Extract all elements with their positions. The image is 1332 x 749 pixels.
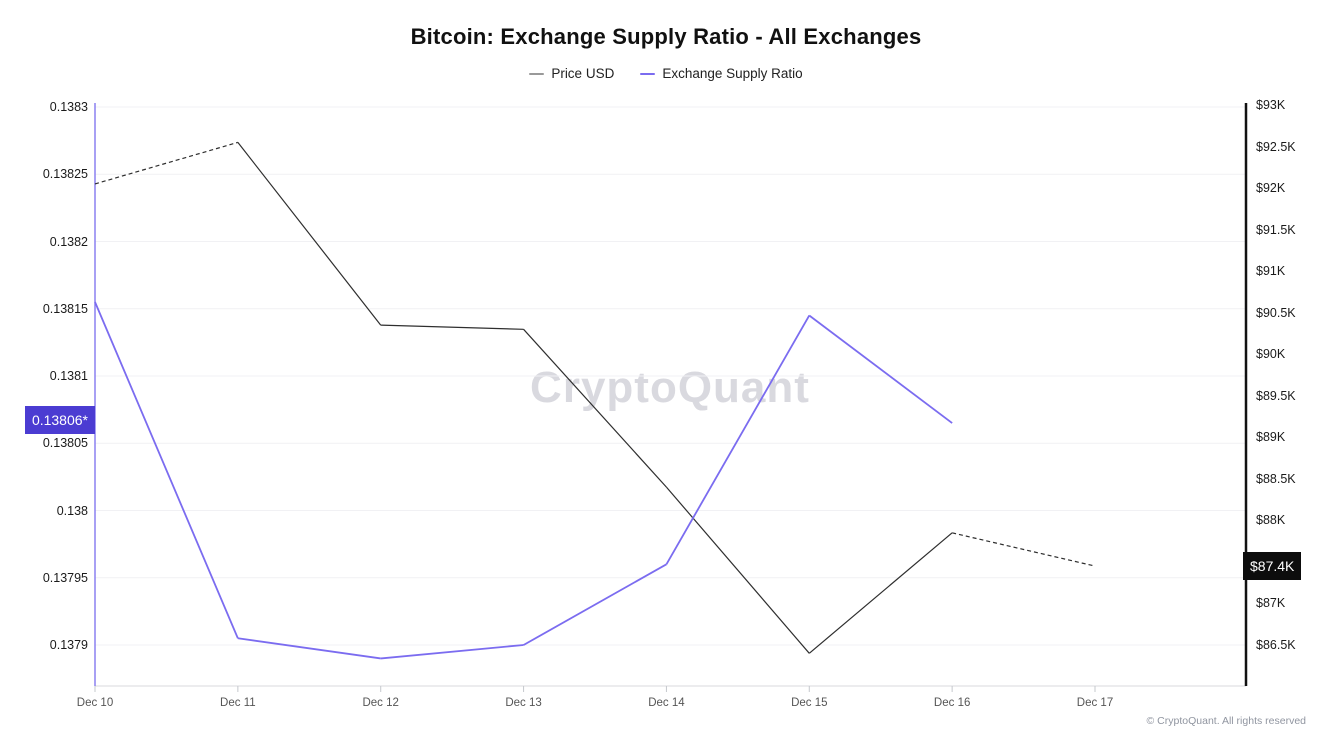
right-axis-tick-label: $87K	[1256, 596, 1286, 611]
left-axis-tick-label: 0.1379	[49, 638, 88, 652]
series-line-exchange-supply-ratio	[94, 301, 239, 639]
left-axis-tick-label: 0.13805	[42, 436, 88, 451]
left-axis-tick-label: 0.1382	[49, 234, 88, 249]
series-line-price-usd	[523, 328, 667, 488]
series-line-price-usd	[665, 486, 810, 654]
series-line-price-usd	[952, 532, 1096, 567]
right-axis-tick-label: $89K	[1256, 430, 1286, 445]
series-line-price-usd	[808, 532, 953, 654]
series-line-price-usd	[380, 324, 524, 330]
price-current-value-badge: $87.4K	[1243, 552, 1302, 581]
right-axis-tick-label: $91K	[1256, 264, 1286, 279]
series-line-exchange-supply-ratio	[237, 637, 381, 660]
series-line-price-usd	[237, 142, 382, 326]
left-axis-tick-label: 0.1383	[49, 100, 88, 114]
series-line-price-usd	[94, 141, 239, 185]
legend-item-exchange-supply-ratio[interactable]: Exchange Supply Ratio	[640, 66, 803, 81]
exchange-supply-ratio-line-swatch-icon	[640, 72, 656, 75]
right-axis-tick-label: $91.5K	[1256, 222, 1296, 237]
x-axis-tick-label: Dec 15	[791, 697, 828, 709]
x-axis-tick-label: Dec 13	[505, 697, 542, 709]
left-axis-tick-label: 0.138	[56, 503, 88, 518]
chart-title: Bitcoin: Exchange Supply Ratio - All Exc…	[410, 24, 922, 49]
left-axis-tick-label: 0.13795	[42, 570, 88, 585]
copyright-text: © CryptoQuant. All rights reserved	[1146, 715, 1306, 727]
series-line-exchange-supply-ratio	[380, 644, 524, 660]
left-axis-tick-label: 0.13815	[42, 301, 88, 316]
x-axis-tick-label: Dec 16	[933, 697, 971, 709]
right-axis-tick-label: $88K	[1256, 513, 1286, 528]
right-axis-tick-label: $90K	[1256, 347, 1286, 362]
x-axis-tick-label: Dec 14	[648, 697, 685, 709]
x-axis-tick-label: Dec 17	[1076, 697, 1114, 709]
x-axis-tick-label: Dec 11	[220, 697, 256, 709]
right-axis-tick-label: $93K	[1256, 98, 1286, 112]
right-axis-tick-label: $92.5K	[1256, 139, 1296, 154]
right-axis-tick-label: $89.5K	[1256, 388, 1296, 403]
left-axis-tick-label: 0.1381	[49, 369, 88, 383]
right-axis-tick-label: $88.5K	[1256, 471, 1296, 486]
right-axis-tick-label: $90.5K	[1256, 305, 1296, 320]
price-usd-line-swatch-icon	[529, 72, 545, 75]
x-axis-tick-label: Dec 10	[76, 697, 114, 709]
legend-item-price-usd[interactable]: Price USD	[529, 66, 614, 81]
ratio-current-value-badge: 0.13806*	[24, 406, 95, 435]
chart-plot-area[interactable]	[95, 103, 1246, 686]
chart-legend: Price USD Exchange Supply Ratio	[0, 66, 1332, 81]
series-line-exchange-supply-ratio	[665, 315, 811, 565]
series-line-exchange-supply-ratio	[523, 563, 667, 646]
series-line-exchange-supply-ratio	[808, 314, 953, 424]
right-axis-tick-label: $92K	[1256, 181, 1286, 196]
legend-label-exchange-supply-ratio: Exchange Supply Ratio	[662, 66, 803, 81]
right-axis-tick-label: $86.5K	[1256, 638, 1296, 652]
left-axis-tick-label: 0.13825	[42, 167, 88, 182]
legend-label-price-usd: Price USD	[551, 66, 615, 81]
x-axis-tick-label: Dec 12	[362, 697, 399, 709]
